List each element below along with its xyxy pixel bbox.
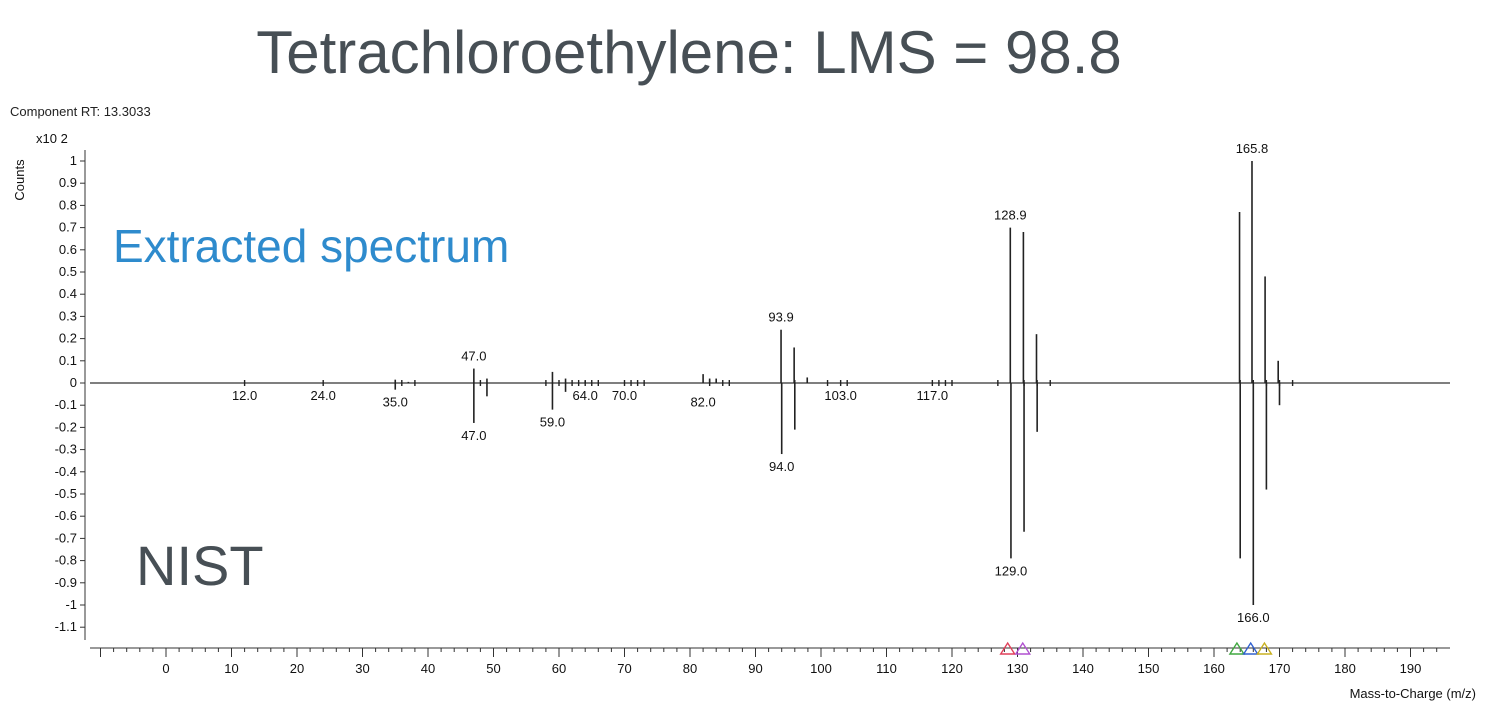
y-tick-label: 0.8 (59, 197, 77, 212)
x-tick-label: 160 (1203, 661, 1225, 676)
isotope-marker (999, 641, 1016, 655)
peak-label-bottom: 117.0 (917, 388, 949, 403)
peak-label-top: 165.8 (1236, 141, 1269, 156)
y-tick-label: 0.5 (59, 264, 77, 279)
y-axis-label: Counts (12, 159, 27, 201)
y-tick-label: -0.3 (55, 442, 77, 457)
y-tick-label: 0.1 (59, 353, 77, 368)
chart-axes: 1 0.9 0.8 0.7 0.6 0.5 0.4 0.3 0.2 0.1 0 -0.1 -0.2 -0.… (55, 150, 1450, 676)
y-tick-label: -0.8 (55, 553, 77, 568)
isotope-marker (1256, 641, 1273, 655)
y-tick-label: -0.5 (55, 486, 77, 501)
x-tick-label: 110 (876, 661, 897, 676)
x-tick-label: 10 (224, 661, 238, 676)
y-tick-label: 0.2 (59, 331, 77, 346)
y-tick-label: -0.4 (55, 464, 77, 479)
x-tick-label: 40 (421, 661, 435, 676)
isotope-markers (999, 641, 1273, 655)
spectrum-bars (243, 161, 1294, 605)
y-tick-label: 0 (70, 375, 77, 390)
y-tick-label: -1 (65, 597, 77, 612)
nist-annotation: NIST (136, 534, 264, 597)
x-tick-label: 170 (1269, 661, 1291, 676)
peak-label-bottom: 47.0 (461, 428, 486, 443)
x-tick-label: 100 (810, 661, 832, 676)
x-tick-label: 20 (290, 661, 304, 676)
peak-label-bottom: 70.0 (612, 388, 637, 403)
x-tick-label: 190 (1400, 661, 1422, 676)
y-tick-label: 0.3 (59, 308, 77, 323)
x-tick-label: 0 (162, 661, 169, 676)
peak-label-bottom: 59.0 (540, 415, 565, 430)
y-tick-label: 0.6 (59, 242, 77, 257)
peak-label-bottom: 82.0 (690, 395, 715, 410)
x-tick-label: 150 (1138, 661, 1160, 676)
x-tick-label: 30 (355, 661, 369, 676)
isotope-marker (1228, 641, 1246, 655)
x-tick-label: 180 (1334, 661, 1356, 676)
y-tick-label: 1 (70, 153, 77, 168)
y-tick-label: -0.2 (55, 419, 77, 434)
x-axis-label: Mass-to-Charge (m/z) (1350, 686, 1476, 701)
x-tick-label: 120 (941, 661, 963, 676)
y-tick-label: -0.6 (55, 508, 77, 523)
y-tick-label: -1.1 (55, 619, 77, 634)
y-tick-label: -0.7 (55, 530, 77, 545)
peak-label-bottom: 12.0 (232, 388, 257, 403)
y-tick-label: -0.9 (55, 575, 77, 590)
y-tick-label: 0.4 (59, 286, 77, 301)
peak-label-bottom: 94.0 (769, 459, 794, 474)
x-tick-label: 90 (748, 661, 762, 676)
x-tick-label: 50 (486, 661, 500, 676)
x-tick-label: 60 (552, 661, 566, 676)
peak-label-bottom: 24.0 (311, 388, 336, 403)
peak-label-bottom: 129.0 (995, 563, 1028, 578)
component-rt-label: Component RT: 13.3033 (10, 104, 151, 119)
extracted-spectrum-annotation: Extracted spectrum (113, 220, 509, 272)
peak-label-bottom: 103.0 (824, 388, 857, 403)
peak-label-bottom: 64.0 (573, 388, 598, 403)
x-tick-label: 130 (1007, 661, 1029, 676)
isotope-marker (1242, 641, 1259, 655)
peak-label-bottom: 166.0 (1237, 610, 1270, 625)
x-tick-label: 80 (683, 661, 697, 676)
y-tick-label: 0.7 (59, 220, 77, 235)
x-tick-label: 70 (617, 661, 631, 676)
y-tick-label: -0.1 (55, 397, 77, 412)
y-tick-label: 0.9 (59, 175, 77, 190)
isotope-marker (1014, 641, 1032, 655)
x-tick-label: 140 (1072, 661, 1094, 676)
peak-label-top: 128.9 (994, 208, 1027, 223)
peak-labels: 47.0 93.9 128.9 165.8 12.0 24.0 35.0 47.0 59.0 64… (232, 141, 1270, 625)
peak-label-top: 93.9 (768, 310, 793, 325)
y-scale-label: x10 2 (36, 131, 68, 146)
peak-label-bottom: 35.0 (383, 395, 408, 410)
peak-label-top: 47.0 (461, 349, 486, 364)
chart-title: Tetrachloroethylene: LMS = 98.8 (256, 19, 1122, 86)
